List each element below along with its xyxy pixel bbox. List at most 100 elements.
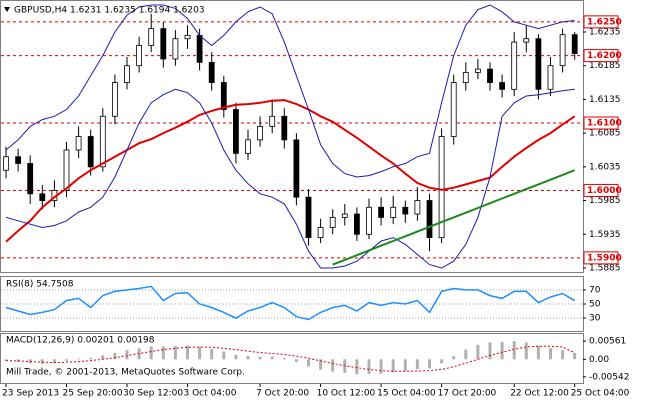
y-tick-label: 1.6085 bbox=[589, 129, 621, 139]
level-box bbox=[583, 183, 619, 197]
candle-body bbox=[3, 156, 9, 171]
candle-body bbox=[27, 163, 34, 195]
candle-body bbox=[366, 206, 372, 235]
macd-bar bbox=[113, 352, 117, 360]
candle-body bbox=[257, 125, 264, 141]
candle-body bbox=[172, 38, 179, 60]
macd-title: MACD(12,26,9) 0.00201 0.00198 bbox=[6, 336, 155, 346]
level-label: 1.5900 bbox=[587, 253, 622, 263]
candle-body bbox=[208, 61, 215, 83]
y-tick-label: 1.6135 bbox=[589, 95, 621, 105]
macd-bar bbox=[307, 359, 310, 367]
macd-bar bbox=[476, 344, 480, 360]
line bbox=[5, 4, 575, 178]
rsi-title: RSI(8) 54.7508 bbox=[6, 280, 74, 290]
candle-body bbox=[511, 41, 518, 90]
chart-title: GBPUSD,H4 1.6231 1.6235 1.6194 1.6203 bbox=[14, 6, 205, 16]
y-tick-label: 1.6235 bbox=[589, 27, 621, 37]
macd-bar bbox=[149, 346, 153, 360]
macd-bar bbox=[234, 354, 238, 360]
candle-body bbox=[426, 200, 433, 239]
y-tick-label: 30 bbox=[589, 314, 601, 324]
y-tick-label: -0.00542 bbox=[589, 372, 629, 382]
macd-bar bbox=[89, 357, 93, 360]
macd-bar bbox=[415, 359, 419, 370]
candle-body bbox=[390, 206, 397, 218]
x-tick-label: 22 Oct 12:00 bbox=[510, 389, 569, 399]
candle-body bbox=[232, 109, 239, 154]
macd-bar bbox=[198, 346, 202, 360]
macd-bar bbox=[561, 350, 565, 360]
candle-body bbox=[378, 206, 385, 218]
line bbox=[332, 169, 576, 266]
candle-body bbox=[281, 115, 288, 141]
macd-bar bbox=[355, 359, 359, 375]
macd-bar bbox=[186, 345, 189, 360]
macd-bar bbox=[331, 359, 335, 372]
x-tick-label: 23 Sep 2013 bbox=[2, 389, 59, 399]
macd-bar bbox=[403, 359, 407, 371]
candle-body bbox=[317, 227, 324, 239]
macd-bar bbox=[4, 359, 8, 361]
macd-bar bbox=[452, 356, 456, 360]
macd-bar bbox=[270, 356, 274, 360]
candle-body bbox=[87, 136, 94, 168]
candle-body bbox=[220, 82, 227, 110]
macd-bar bbox=[52, 359, 56, 364]
macd-bar bbox=[101, 355, 105, 360]
x-tick-label: 15 Oct 04:00 bbox=[377, 389, 436, 399]
main-panel bbox=[0, 0, 584, 273]
macd-bar bbox=[549, 348, 552, 360]
candle-body bbox=[499, 82, 506, 90]
y-tick-label: 70 bbox=[589, 285, 601, 295]
macd-bar bbox=[258, 356, 262, 360]
macd-bar bbox=[391, 359, 395, 373]
level-label: 1.6000 bbox=[587, 186, 622, 196]
macd-bar bbox=[488, 342, 492, 360]
candle-body bbox=[99, 115, 106, 168]
candle-body bbox=[353, 213, 360, 235]
candle-body bbox=[329, 217, 336, 228]
candle-body bbox=[75, 136, 82, 151]
macd-bar bbox=[173, 346, 177, 360]
candle-body bbox=[269, 115, 276, 127]
candle-body bbox=[39, 193, 46, 201]
candle-body bbox=[438, 136, 445, 239]
symbol-icon bbox=[4, 7, 10, 12]
macd-bar bbox=[573, 352, 577, 360]
candle-body bbox=[196, 34, 203, 63]
macd-bar bbox=[440, 359, 444, 364]
candle-body bbox=[305, 196, 312, 239]
copyright: Mill Trade, © 2001-2013, MetaQuotes Soft… bbox=[6, 368, 245, 378]
level-label: 1.6100 bbox=[587, 119, 622, 129]
plot-layer: 1.6235 1.6185 1.6135 1.6085 1.6035 1.5985 1.59… bbox=[1, 4, 630, 399]
candle-body bbox=[474, 68, 481, 73]
candle-body bbox=[15, 156, 22, 164]
candle-body bbox=[148, 28, 155, 46]
candle-body bbox=[245, 139, 251, 154]
x-tick-label: 30 Sep 12:00 bbox=[123, 389, 183, 399]
macd-bar bbox=[222, 351, 226, 360]
y-tick-label: 1.6185 bbox=[589, 61, 621, 71]
candle-body bbox=[341, 213, 348, 218]
macd-bar bbox=[512, 341, 516, 360]
macd-bar bbox=[500, 341, 504, 360]
y-tick-label: 1.5935 bbox=[589, 230, 621, 240]
candle-body bbox=[523, 38, 530, 43]
candle-body bbox=[487, 68, 493, 83]
level-box bbox=[583, 49, 619, 63]
y-tick-label: 1.5885 bbox=[589, 263, 621, 273]
candle-body bbox=[547, 65, 554, 90]
candle-body bbox=[124, 65, 130, 83]
y-tick-label: 50 bbox=[589, 300, 601, 310]
level-box bbox=[583, 15, 619, 29]
macd-bar bbox=[319, 359, 323, 370]
x-tick-label: 3 Oct 04:00 bbox=[184, 389, 237, 399]
x-tick-label: 25 Sep 20:00 bbox=[63, 389, 123, 399]
x-tick-label: 7 Oct 20:00 bbox=[256, 389, 309, 399]
candle-body bbox=[293, 139, 300, 198]
candle-body bbox=[136, 45, 143, 67]
candle-body bbox=[559, 34, 566, 67]
macd-bar bbox=[210, 348, 214, 360]
